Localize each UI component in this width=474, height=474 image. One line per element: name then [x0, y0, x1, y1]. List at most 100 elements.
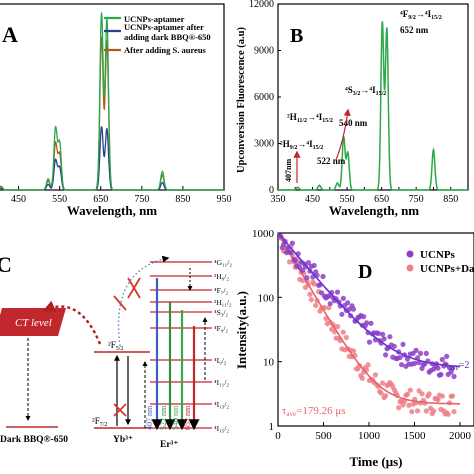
annot-522-arrow: [335, 108, 351, 161]
er-label: Er³⁺: [160, 440, 178, 450]
er-level-label-7: ⁴I₁₁/₂: [214, 378, 229, 387]
annot-652-nm: 652 nm: [400, 25, 429, 35]
panel-d-point-s1-56: [359, 375, 365, 381]
panel-b-frame: [277, 3, 469, 191]
panel-d-series: [277, 232, 461, 417]
panel-d-frame: [277, 232, 474, 427]
panel-d-point-s1-23: [311, 281, 317, 287]
panel-d-x-tick-label-0: 0: [275, 430, 281, 442]
panel-d-xlabel: Time (μs): [350, 454, 403, 469]
panel-b-x-tick-label-650: 650: [374, 194, 389, 205]
panel-a-x-tick-label-450: 450: [11, 194, 26, 205]
annot-522-nm: 522 nm: [317, 156, 346, 166]
er-level-label-8: ⁴I₁₃/₂: [214, 400, 229, 409]
panel-d-point-s0-118: [449, 365, 456, 371]
panel-d-point-s0-62: [368, 320, 374, 326]
panel-b-y-tick-label-3000: 3000: [254, 139, 274, 150]
panel-d-point-s0-50: [350, 306, 357, 312]
panel-d-point-s1-24: [313, 302, 319, 308]
cross-mark-1: [127, 277, 141, 299]
panel-d-point-s0-92: [412, 360, 418, 366]
panel-d-point-s1-81: [396, 405, 402, 411]
panel-d-point-s0-84: [400, 341, 406, 347]
panel-d-point-s1-88: [406, 402, 412, 408]
panel-b-series: [278, 21, 468, 191]
panel-d-point-s0-19: [305, 260, 311, 266]
legend-label-after-bbq-line2: adding dark BBQ®-650: [124, 32, 211, 42]
panel-d-point-s1-108: [435, 397, 441, 403]
panel-d-point-s1-87: [404, 391, 410, 397]
yb-label: Yb³⁺: [113, 435, 133, 445]
panel-d-point-s0-96: [417, 350, 424, 356]
panel-a-series-line-2: [0, 36, 224, 191]
panel-d-point-s1-6: [286, 259, 293, 265]
legend-label-ucnps-aptamer: UCNPs-aptamer: [124, 14, 185, 24]
panel-d-point-s0-78: [391, 343, 397, 349]
panel-a-series-line-0: [0, 12, 224, 191]
legend-label-after-saureus: After adding S. aureus: [124, 45, 207, 55]
panel-a-x-tick-label-650: 650: [93, 194, 108, 205]
panel-d-point-s1-105: [431, 408, 437, 414]
panel-a-x-tick-label-550: 550: [52, 194, 67, 205]
panel-d-ticks: 0 500 1000 1500 2000 1 10 100 1000: [252, 228, 472, 442]
legend-label-after-bbq: UCNPs-aptamer after adding dark BBQ®-650: [124, 22, 211, 42]
panel-d-point-s0-110: [438, 371, 444, 378]
panel-b-letter: B: [290, 25, 303, 47]
panel-d-y-tick-label-10: 10: [263, 357, 275, 369]
panel-d-point-s0-108: [435, 365, 441, 371]
annot-652-transition: ⁴F9/2→⁴I15/2: [400, 9, 442, 21]
panel-c: C CT level Dark BBQ®-650 ²F5/2 ²F7/2 Yb³…: [0, 252, 232, 450]
panel-d-point-s0-33: [326, 293, 332, 299]
panel-b-y-tick-label-6000: 6000: [254, 92, 274, 103]
er-level-label-9: ⁴I₁₅/₂: [214, 424, 229, 433]
panel-d-point-s1-15: [300, 278, 306, 284]
panel-b-x-tick-label-750: 750: [409, 194, 424, 205]
panel-d-legend: UCNPs UCNPs+Dark: [406, 249, 474, 275]
panel-d-point-s0-93: [413, 347, 419, 353]
panel-d-point-s1-60: [365, 362, 371, 368]
panel-b-series-line-0: [278, 21, 468, 191]
panel-d-point-s0-42: [339, 311, 345, 317]
panel-d-y-tick-label-1: 1: [269, 421, 275, 433]
panel-b-annotations: ⁴F9/2→⁴I15/2 652 nm ⁴S3/2→⁴I15/2 540 nm …: [280, 9, 442, 183]
legend-marker-ucnps-dark: [406, 264, 414, 272]
panel-a-x-tick-label-850: 850: [175, 194, 190, 205]
panel-b-y-tick-label-12000: 12000: [249, 0, 274, 10]
panel-d-point-s1-100: [423, 408, 429, 414]
panel-b-xlabel: Wavelength, nm: [329, 203, 419, 218]
panel-d-point-s0-75: [387, 334, 393, 340]
panel-d-point-s1-97: [419, 391, 425, 397]
panel-a-xlabel: Wavelength, nm: [67, 203, 157, 218]
er-level-label-5: ⁴F₉/₂: [214, 324, 228, 333]
panel-d-letter: D: [358, 261, 372, 283]
panel-a: A 450 550 650 750 850 950 UCNPs-aptamer UCNPs…: [0, 3, 232, 218]
panel-d-x-tick-label-500: 500: [315, 430, 332, 442]
panel-b-y-tick-label-0: 0: [269, 185, 274, 196]
er-level-label-3: ²H₁₁/₂: [214, 298, 232, 307]
panel-a-series: [0, 12, 224, 191]
panel-d-point-s1-72: [383, 393, 389, 399]
emission-540-label: 540 nm: [171, 405, 180, 430]
panel-b: B 350 450 550 650 750 850 0 3000 6000 9000 12000 U…: [236, 0, 469, 218]
dark-label: Dark BBQ®-650: [0, 434, 68, 445]
panel-d-point-s0-72: [383, 352, 389, 358]
panel-b-x-tick-label-450: 450: [305, 194, 320, 205]
panel-d-point-s1-118: [449, 393, 456, 399]
panel-a-legend: UCNPs-aptamer UCNPs-aptamer after adding…: [104, 14, 211, 55]
panel-d-y-tick-label-1000: 1000: [252, 228, 275, 240]
ct-level: CT level: [0, 308, 66, 336]
panel-d-point-s0-10: [292, 258, 298, 264]
panel-d-point-s0-70: [380, 331, 386, 337]
panel-d-ylabel: Intensity(a.u.): [234, 291, 249, 369]
panel-d-point-s0-61: [366, 339, 373, 345]
cross-mark-2: [113, 403, 127, 417]
energy-transfer-arc: [42, 300, 102, 345]
panel-d-point-s0-46: [345, 300, 351, 306]
panel-d-point-s0-67: [375, 330, 381, 336]
panel-d-point-s0-34: [327, 301, 333, 307]
panel-d-point-s0-100: [423, 350, 429, 356]
annot-407-nm: 407nm: [284, 159, 293, 182]
panel-d-point-s1-70: [380, 380, 386, 386]
